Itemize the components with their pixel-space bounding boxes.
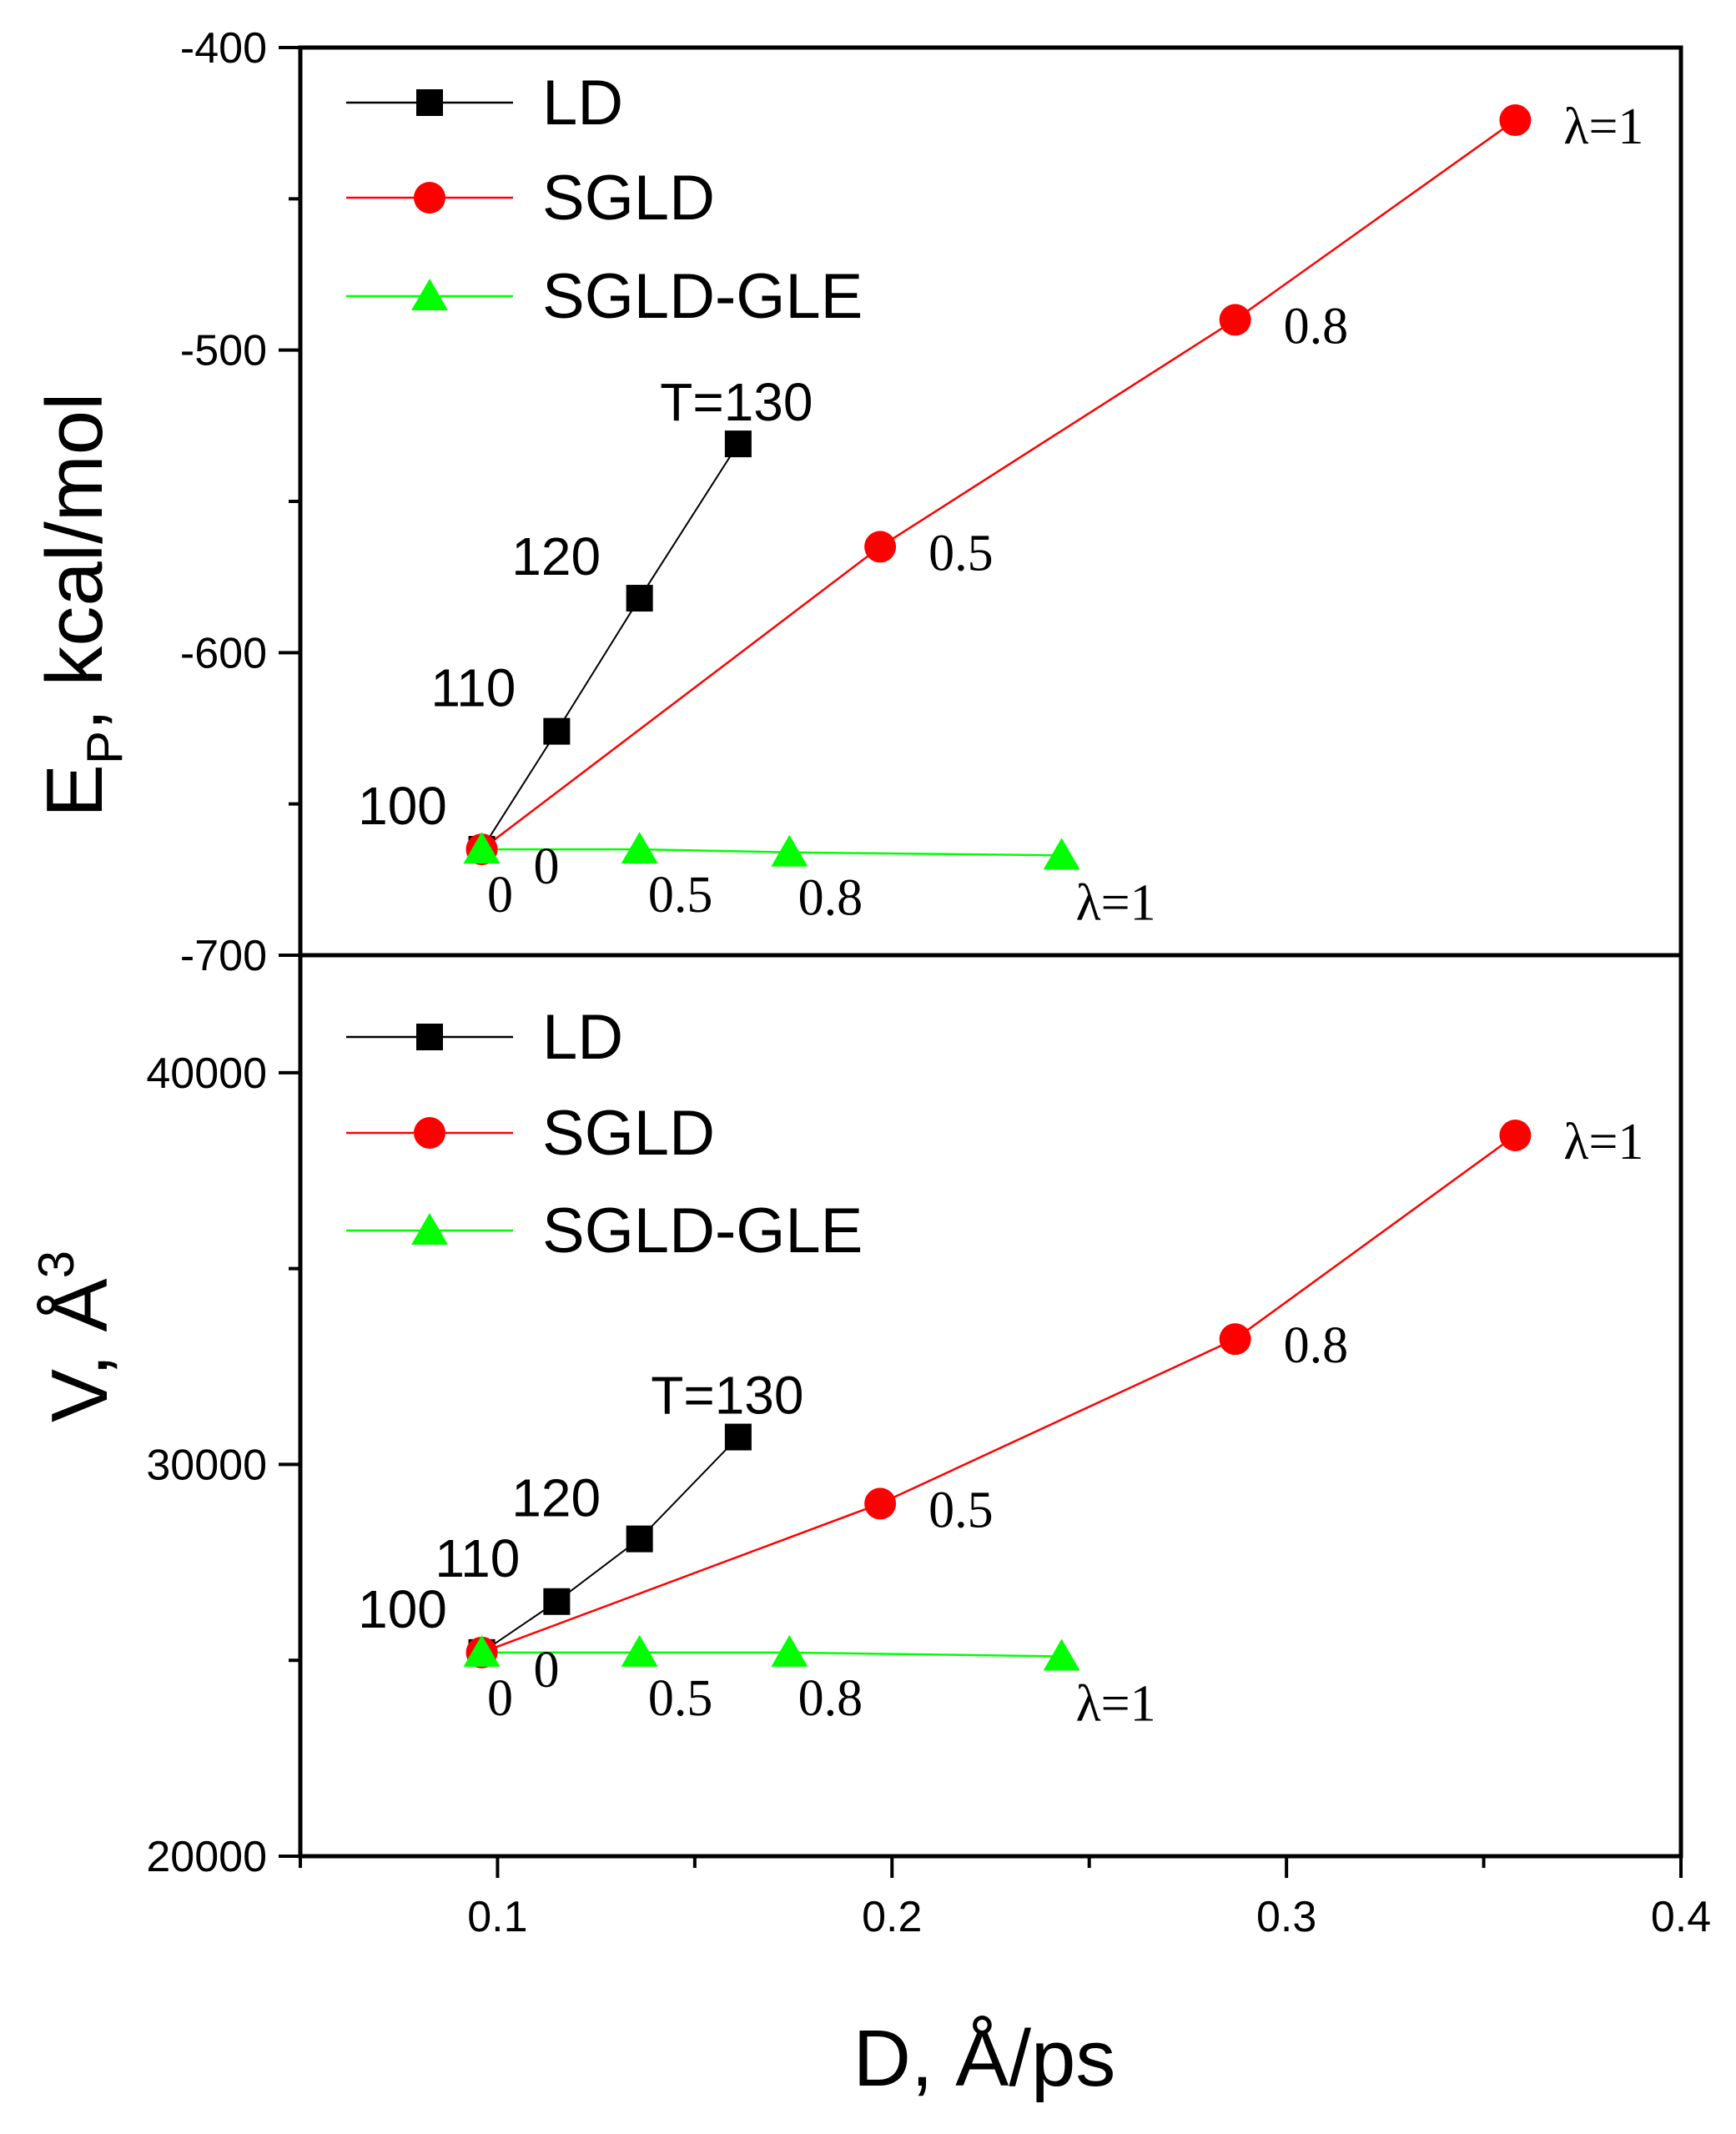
- point-annotation: 0: [487, 867, 513, 924]
- point-annotation: T=130: [660, 372, 813, 432]
- y-tick-label: -700: [180, 932, 267, 980]
- y-axis-title-energy: EP, kcal/mol: [30, 393, 133, 818]
- legend-marker: [416, 1024, 443, 1050]
- legend-marker: [411, 1213, 448, 1245]
- data-point-sgld-gle: [621, 832, 658, 864]
- data-point-ld: [543, 1588, 571, 1615]
- legend-label: LD: [542, 1002, 623, 1073]
- data-point-ld: [543, 717, 571, 745]
- y-title-superscript: 3: [28, 1251, 84, 1278]
- series-line-ld: [481, 1436, 739, 1653]
- point-annotation: 0.8: [1284, 298, 1349, 355]
- y-title-main: E: [30, 764, 119, 818]
- data-point-sgld-gle: [1043, 1638, 1080, 1671]
- data-point-sgld-gle: [1043, 838, 1080, 870]
- legend-label: SGLD: [542, 163, 715, 234]
- point-annotation: 0.5: [648, 867, 713, 924]
- y-axis-title-volume: V, Å3: [28, 1251, 124, 1422]
- data-point-sgld-gle: [463, 832, 501, 864]
- point-annotation: λ=1: [1076, 874, 1156, 931]
- point-annotation: 0: [534, 1642, 560, 1699]
- y-title-main: V, Å: [35, 1278, 124, 1422]
- data-point-sgld-gle: [621, 1634, 658, 1667]
- top-panel-energy: -700 -600 -500 -400 λ=1 0.8 0.5 0 T=130 120 110 100…: [180, 24, 1683, 980]
- point-annotation: 0: [487, 1670, 513, 1727]
- legend-marker: [416, 89, 443, 116]
- series-line-sgld-gle: [481, 848, 1062, 857]
- data-point-sgld-gle: [771, 1634, 808, 1667]
- plot-frame: [298, 45, 1683, 958]
- data-point-sgld: [1499, 1120, 1532, 1151]
- x-tick-label: 0.2: [862, 1893, 922, 1941]
- x-tick-label: 0.1: [467, 1893, 527, 1941]
- x-tick-label: 0.3: [1256, 1893, 1316, 1941]
- series-line-sgld: [481, 1134, 1517, 1653]
- x-axis-title: D, Å/ps: [853, 2014, 1116, 2103]
- data-point-sgld-gle: [463, 1634, 501, 1667]
- y-axis-titles: EP, kcal/mol V, Å3: [28, 393, 133, 1422]
- legend-label: SGLD-GLE: [542, 261, 863, 332]
- bottom-panel-volume: 20000 30000 40000 0.1 0.2 0.3 0.4 λ=1 0.8 0.5 0 T=1…: [146, 953, 1711, 1941]
- series-line-sgld-gle: [481, 1651, 1062, 1658]
- point-annotation: 120: [511, 526, 601, 586]
- point-annotation: 100: [358, 776, 447, 836]
- y-tick-label: -600: [180, 629, 267, 677]
- data-point-sgld: [864, 531, 897, 563]
- point-annotation: 0.8: [1284, 1317, 1349, 1374]
- data-point-sgld: [864, 1487, 897, 1520]
- legend-label: LD: [542, 68, 623, 138]
- plot-frame: [298, 953, 1683, 1859]
- data-point-sgld-gle: [771, 834, 808, 867]
- y-title-subscript: P: [77, 731, 133, 764]
- point-annotation: 100: [358, 1579, 447, 1639]
- legend-label: SGLD-GLE: [542, 1195, 863, 1266]
- point-annotation: 110: [435, 1528, 520, 1588]
- x-axis-title-text: D, Å/ps: [853, 2014, 1116, 2103]
- data-point-ld: [724, 1423, 752, 1451]
- point-annotation: 0.5: [928, 1482, 994, 1538]
- y-tick-label: 30000: [146, 1441, 267, 1489]
- point-annotation: λ=1: [1076, 1676, 1156, 1733]
- y-tick-label: -500: [180, 327, 267, 375]
- point-annotation: 0.5: [648, 1670, 713, 1727]
- data-point-sgld: [1499, 104, 1532, 137]
- y-tick-label: 20000: [146, 1833, 267, 1881]
- data-point-ld: [626, 1525, 653, 1553]
- data-point-ld: [724, 430, 752, 458]
- legend-marker: [414, 1117, 445, 1149]
- legend-marker: [411, 279, 448, 310]
- y-title-rest: , kcal/mol: [30, 393, 119, 731]
- point-annotation: 0.8: [798, 870, 863, 927]
- data-point-sgld: [1219, 304, 1251, 336]
- point-annotation: 120: [511, 1468, 601, 1528]
- series-line-ld: [481, 443, 739, 850]
- series-line-sgld: [481, 119, 1517, 851]
- y-tick-label: 40000: [146, 1049, 267, 1098]
- data-point-ld: [626, 585, 653, 612]
- y-tick-label: -400: [180, 24, 267, 73]
- point-annotation: 0.5: [928, 525, 994, 581]
- point-annotation: λ=1: [1563, 1114, 1643, 1170]
- legend-label: SGLD: [542, 1098, 715, 1169]
- point-annotation: λ=1: [1563, 98, 1643, 155]
- data-point-sgld: [1219, 1323, 1251, 1356]
- point-annotation: 0.8: [798, 1670, 863, 1727]
- point-annotation: 110: [430, 658, 516, 718]
- point-annotation: 0: [534, 838, 560, 895]
- x-tick-label: 0.4: [1651, 1893, 1711, 1941]
- point-annotation: T=130: [651, 1366, 803, 1426]
- legend-marker: [414, 182, 445, 214]
